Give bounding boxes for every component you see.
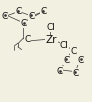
- Text: C: C: [63, 56, 69, 65]
- Text: Zr: Zr: [46, 35, 57, 45]
- Text: C: C: [57, 67, 63, 76]
- Text: C: C: [28, 12, 34, 21]
- Text: C: C: [1, 12, 8, 21]
- Text: C: C: [15, 7, 22, 16]
- Text: C: C: [70, 47, 77, 55]
- Text: C: C: [72, 69, 79, 78]
- Text: Cl: Cl: [46, 23, 55, 32]
- Text: C: C: [78, 56, 84, 65]
- Text: C: C: [24, 35, 31, 44]
- Text: C: C: [21, 19, 27, 28]
- Text: C: C: [40, 7, 46, 16]
- Text: Cl: Cl: [60, 41, 69, 50]
